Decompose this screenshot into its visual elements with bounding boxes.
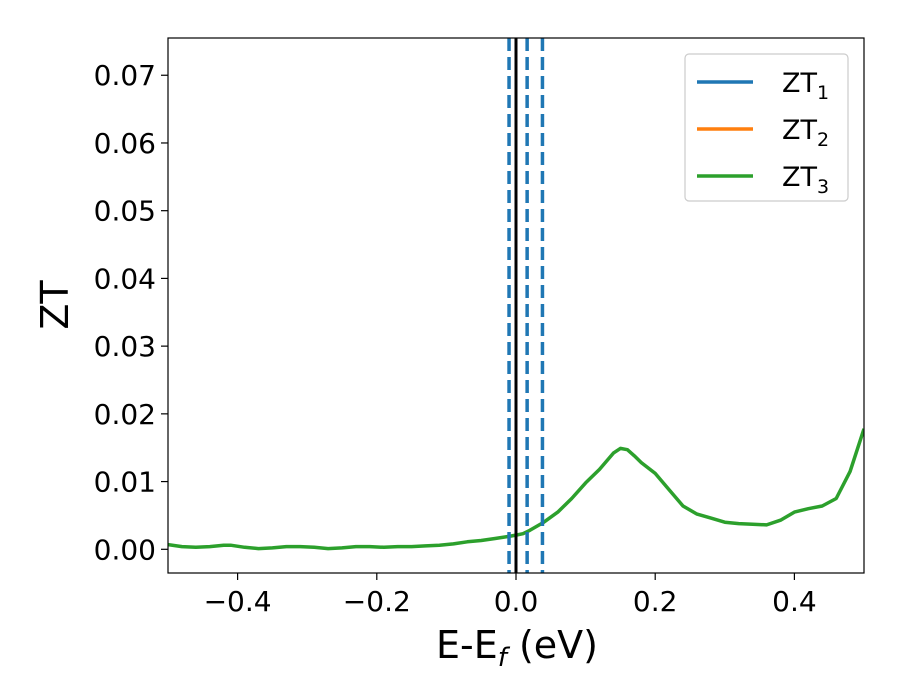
y-tick-label: 0.02 [94, 398, 156, 431]
y-axis-label: ZT [33, 280, 77, 330]
plot-area [167, 37, 865, 574]
y-tick-label: 0.04 [94, 262, 156, 295]
legend: ZT1 ZT2 ZT3 [684, 53, 849, 202]
series-line-3 [168, 428, 864, 551]
x-axis-label: E-Ef (eV) [436, 623, 598, 673]
y-tick-label: 0.07 [94, 59, 156, 92]
y-axis: 0.00 0.01 0.02 0.03 0.04 0.05 0.06 0.07 [94, 59, 168, 566]
legend-label-3: ZT3 [782, 162, 829, 198]
y-tick-label: 0.06 [94, 127, 156, 160]
x-axis: −0.4 −0.2 0.0 0.2 0.4 [204, 573, 817, 618]
y-tick-label: 0.03 [94, 330, 156, 363]
x-axis-label-unit: (eV) [507, 623, 598, 667]
x-tick-label: 0.0 [494, 585, 539, 618]
x-tick-label: 0.4 [772, 585, 817, 618]
x-tick-label: −0.2 [343, 585, 411, 618]
y-tick-label: 0.00 [94, 533, 156, 566]
series-group [168, 38, 864, 573]
y-tick-label: 0.01 [94, 466, 156, 499]
x-axis-label-main: E-E [436, 623, 498, 667]
legend-label-2: ZT2 [782, 115, 829, 151]
y-tick-label: 0.05 [94, 195, 156, 228]
legend-label-1: ZT1 [782, 68, 829, 104]
x-tick-label: 0.2 [633, 585, 678, 618]
x-tick-label: −0.4 [204, 585, 272, 618]
legend-box [684, 53, 849, 202]
